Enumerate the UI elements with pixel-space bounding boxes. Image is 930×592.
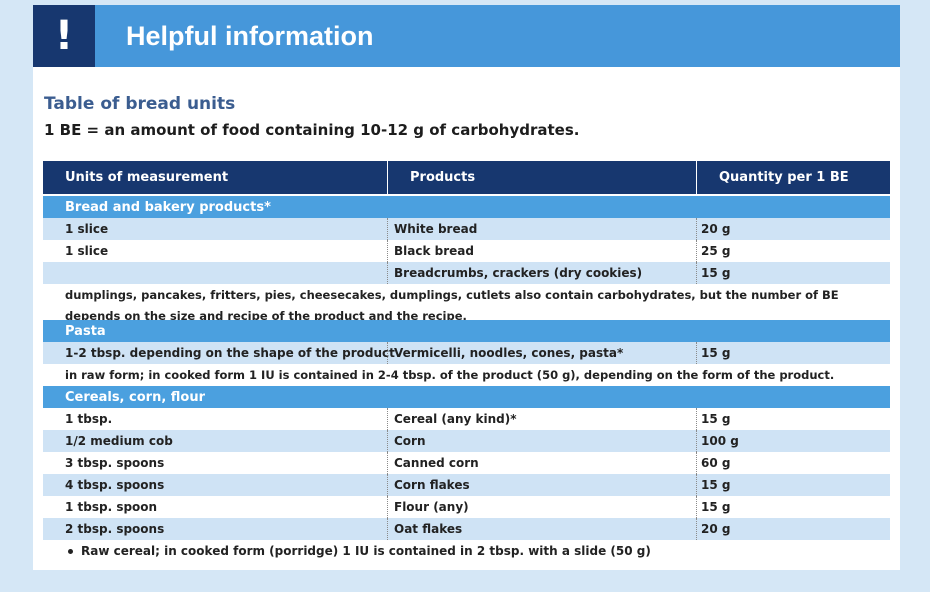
column-header: Products [387, 161, 719, 194]
table-cell: 15 g [696, 262, 895, 284]
table-cell: Black bread [387, 240, 703, 262]
table-cell: Corn flakes [387, 474, 703, 496]
table-row: 4 tbsp. spoons Corn flakes 15 g [43, 474, 890, 496]
section-title: Cereals, corn, flour [43, 386, 890, 408]
table-cell: 60 g [696, 452, 895, 474]
footnote: Raw cereal; in cooked form (porridge) 1 … [68, 544, 651, 558]
table-cell: 1 tbsp. spoon [65, 500, 158, 514]
header-bar [33, 5, 900, 67]
table-row: 3 tbsp. spoons Canned corn 60 g [43, 452, 890, 474]
table-cell: 2 tbsp. spoons [65, 522, 165, 536]
table-cell: 15 g [696, 342, 895, 364]
table-cell: White bread [387, 218, 703, 240]
definition: 1 BE = an amount of food containing 10-1… [44, 121, 580, 139]
section-title: Pasta [43, 320, 890, 342]
bullet [68, 548, 73, 554]
table-cell: 100 g [696, 430, 895, 452]
table-row: 1-2 tbsp. depending on the shape of the … [43, 342, 890, 364]
section-note: dumplings, pancakes, fritters, pies, che… [65, 288, 839, 321]
table-cell: 25 g [696, 240, 895, 262]
table-cell: 1 slice [65, 244, 109, 258]
table-cell: Breadcrumbs, crackers (dry cookies) [387, 262, 703, 284]
table-cell: 20 g [696, 518, 895, 540]
table-cell: 1 tbsp. [65, 412, 113, 426]
table-cell: Cereal (any kind)* [387, 408, 703, 430]
table-cell: Corn [387, 430, 703, 452]
table-cell: Vermicelli, noodles, cones, pasta* [387, 342, 703, 364]
table-cell: 15 g [696, 496, 895, 518]
table-row: 1 slice Black bread 25 g [43, 240, 890, 262]
section-note: in raw form; in cooked form 1 IU is cont… [65, 368, 835, 382]
footnote-text: Raw cereal; in cooked form (porridge) 1 … [81, 544, 651, 558]
table-title: Table of bread units [44, 94, 236, 114]
table-cell: 1 slice [65, 222, 109, 236]
column-header: Quantity per 1 BE [696, 161, 913, 194]
table-row: 1 tbsp. Cereal (any kind)* 15 g [43, 408, 890, 430]
table-cell: Oat flakes [387, 518, 703, 540]
table-row: Breadcrumbs, crackers (dry cookies) 15 g [43, 262, 890, 284]
table-cell: 4 tbsp. spoons [65, 478, 165, 492]
table-row: 1 tbsp. spoon Flour (any) 15 g [43, 496, 890, 518]
table-header: Units of measurement Products Quantity per… [43, 161, 890, 194]
table-cell: 3 tbsp. spoons [65, 456, 165, 470]
table-cell: 15 g [696, 474, 895, 496]
table-cell: 1/2 medium cob [65, 434, 173, 448]
section-title: Bread and bakery products* [43, 196, 890, 218]
table-cell: 20 g [696, 218, 895, 240]
table-cell: Canned corn [387, 452, 703, 474]
table-cell: 1-2 tbsp. depending on the shape of the … [65, 346, 395, 360]
table-cell [43, 262, 409, 284]
table-cell: Flour (any) [387, 496, 703, 518]
column-header: Units of measurement [65, 170, 229, 185]
table-row: 1 slice White bread 20 g [43, 218, 890, 240]
header-icon: ! [33, 5, 95, 67]
table-row: 2 tbsp. spoons Oat flakes 20 g [43, 518, 890, 540]
table-row: 1/2 medium cob Corn 100 g [43, 430, 890, 452]
header-title: Helpful information [126, 21, 374, 51]
table-cell: 15 g [696, 408, 895, 430]
